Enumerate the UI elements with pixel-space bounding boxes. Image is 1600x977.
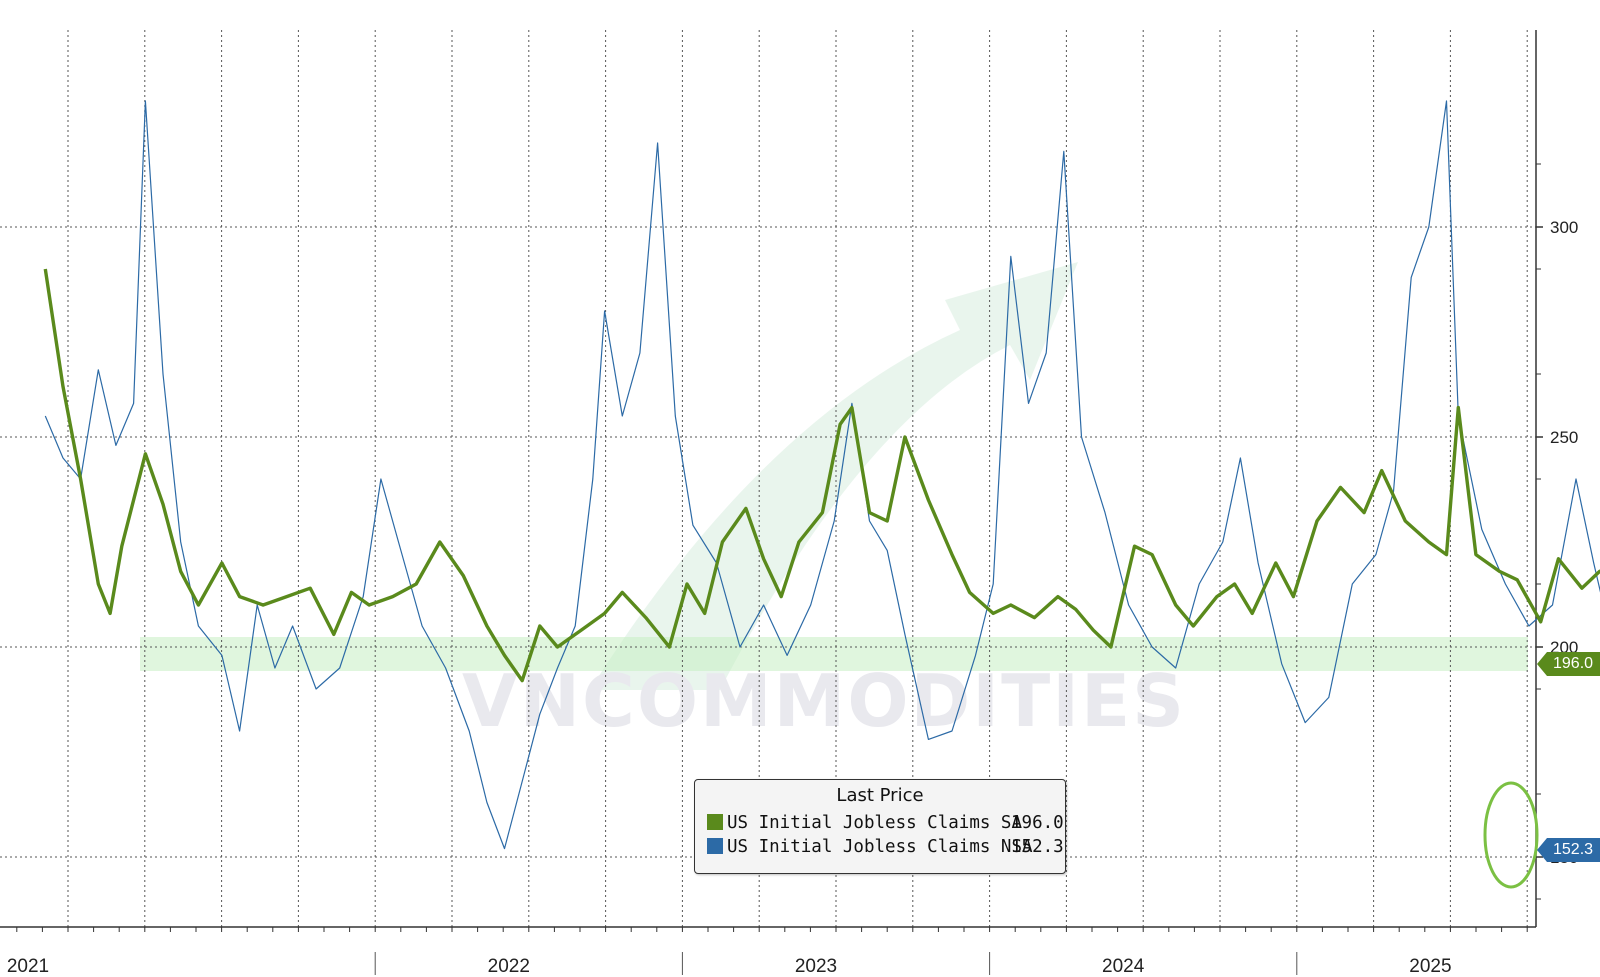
legend-entry-sa: US Initial Jobless Claims SA 196.0 [707, 811, 1064, 835]
legend-label-nsa: US Initial Jobless Claims NSA [727, 837, 1033, 857]
y-tick-label: 250 [1550, 428, 1578, 447]
legend-value-sa: 196.0 [1011, 813, 1064, 833]
last-price-tag-nsa: 152.3 [1537, 838, 1600, 862]
watermark-arrow-shape [590, 262, 1078, 690]
x-tick-label: 2021 [7, 956, 49, 977]
legend-title: Last Price [836, 785, 924, 806]
x-tick-label: 2022 [488, 956, 530, 977]
highlight-circle [1483, 781, 1539, 889]
legend-swatch-nsa [707, 838, 723, 854]
series-line-nsa [44, 100, 1600, 850]
legend-value-nsa: 152.3 [1011, 837, 1064, 857]
legend-swatch-sa [707, 814, 723, 830]
series-line-sa [43, 268, 1600, 683]
y-tick-label: 300 [1550, 218, 1578, 237]
x-tick-label: 2024 [1102, 956, 1145, 977]
last-price-tag-sa: 196.0 [1537, 652, 1600, 676]
watermark-text: VNCOMMODITIES [462, 659, 1186, 743]
series-layer [43, 100, 1600, 850]
legend-label-sa: US Initial Jobless Claims SA [727, 813, 1023, 833]
grid [0, 30, 1536, 927]
x-tick-label: 2025 [1409, 956, 1451, 977]
legend: Last Price US Initial Jobless Claims SA … [694, 779, 1066, 874]
legend-entry-nsa: US Initial Jobless Claims NSA 152.3 [707, 835, 1064, 859]
x-tick-label: 2023 [795, 956, 837, 977]
